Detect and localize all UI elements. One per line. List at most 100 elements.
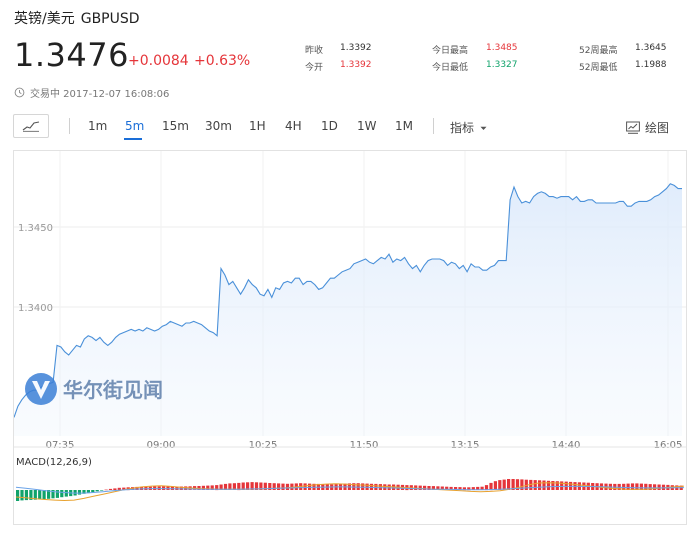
chart-toolbar: 1m 5m 15m 30m 1H 4H 1D 1W 1M 指标 绘图 — [13, 112, 687, 140]
indicator-label: 指标 — [450, 121, 475, 135]
price-area — [14, 183, 682, 436]
macd-bar — [476, 486, 480, 490]
macd-bar — [639, 483, 643, 490]
y-tick-label: 1.3450 — [18, 223, 53, 234]
macd-bar — [502, 479, 506, 490]
macd-bar — [560, 481, 564, 490]
period-30m[interactable]: 30m — [205, 119, 232, 133]
macd-bar — [308, 483, 312, 490]
stat-label: 今日最高 — [432, 46, 469, 56]
macd-bar — [263, 482, 267, 490]
indicator-dropdown[interactable]: 指标 — [450, 119, 487, 136]
clock-icon — [14, 87, 25, 98]
y-tick-label: 1.3400 — [18, 303, 53, 314]
instrument-name: 英镑/美元 — [14, 11, 75, 27]
macd-bar — [462, 487, 466, 491]
current-price: 1.3476 — [14, 36, 129, 74]
macd-bar — [661, 484, 666, 490]
macd-bar — [51, 490, 55, 499]
macd-bar — [197, 486, 201, 490]
trend-type-button[interactable] — [13, 114, 49, 138]
macd-dif-line — [15, 482, 685, 502]
macd-bar — [644, 483, 648, 490]
draw-button[interactable]: 绘图 — [626, 119, 669, 136]
macd-bar — [232, 483, 236, 490]
x-tick-label: 14:40 — [552, 440, 581, 451]
macd-bar — [498, 480, 502, 490]
active-period-indicator — [124, 138, 142, 140]
watermark-logo-mark — [32, 381, 50, 399]
macd-bar — [175, 486, 179, 490]
macd-bar — [20, 490, 24, 501]
draw-label: 绘图 — [644, 121, 669, 135]
macd-bar — [290, 483, 294, 490]
macd-bar — [277, 483, 281, 490]
macd-bar — [493, 481, 497, 490]
macd-bar — [268, 483, 272, 490]
macd-title: MACD(12,26,9) — [16, 457, 92, 468]
macd-bar — [427, 486, 431, 490]
x-tick-label: 13:15 — [451, 440, 480, 451]
macd-bar — [445, 486, 449, 490]
macd-bar — [201, 485, 205, 490]
macd-bar — [228, 483, 232, 490]
macd-bar — [100, 490, 104, 491]
stat-value: 1.1988 — [635, 60, 667, 70]
period-4h[interactable]: 4H — [285, 119, 302, 133]
price-chart[interactable]: 1.3400 1.3450 07:35 09:00 10:25 11:50 13:15 14… — [13, 151, 686, 524]
macd-bar — [524, 479, 528, 490]
macd-bar — [170, 486, 174, 490]
period-5m[interactable]: 5m — [125, 119, 145, 133]
macd-bar — [33, 490, 37, 500]
watermark-logo-icon — [25, 373, 57, 405]
stat-label: 今日最低 — [432, 63, 469, 73]
macd-bar — [47, 490, 51, 499]
macd-bar — [206, 485, 210, 490]
macd-bar — [533, 480, 537, 490]
macd-bar — [648, 484, 652, 490]
price-line — [13, 183, 682, 418]
macd-bar — [454, 487, 458, 490]
stat-value: 1.3327 — [486, 60, 518, 70]
macd-bar — [38, 490, 42, 500]
macd-bar — [515, 479, 520, 490]
macd-bar — [303, 483, 307, 490]
macd-bar — [86, 490, 90, 494]
macd-bar — [440, 486, 444, 490]
macd-bar — [418, 485, 422, 490]
macd-bar — [82, 490, 86, 494]
macd-bar — [108, 488, 113, 490]
macd-dea-line — [15, 485, 685, 494]
macd-bar — [246, 482, 250, 490]
macd-bar — [250, 482, 254, 490]
macd-bar — [436, 486, 440, 490]
macd-bar — [520, 479, 524, 490]
toolbar-divider — [433, 118, 434, 134]
period-1m[interactable]: 1m — [88, 119, 108, 133]
macd-bar — [254, 482, 259, 490]
x-tick-label: 11:50 — [350, 440, 379, 451]
macd-bar — [431, 486, 435, 490]
macd-bar — [467, 487, 471, 491]
macd-bar — [564, 481, 568, 490]
macd-bar — [95, 490, 99, 492]
macd-bar — [538, 480, 542, 490]
macd-bar — [489, 482, 493, 491]
macd-bar — [60, 490, 64, 498]
stat-value: 1.3392 — [340, 43, 372, 53]
period-1mo[interactable]: 1M — [395, 119, 413, 133]
period-1h[interactable]: 1H — [249, 119, 266, 133]
period-1w[interactable]: 1W — [357, 119, 377, 133]
macd-bar — [91, 490, 95, 493]
macd-bar — [135, 486, 139, 490]
macd-bar — [622, 483, 626, 490]
macd-bar — [210, 485, 214, 490]
chart-panel[interactable]: 1.3400 1.3450 07:35 09:00 10:25 11:50 13:15 14… — [13, 150, 687, 525]
macd-bar — [166, 486, 170, 490]
period-15m[interactable]: 15m — [162, 119, 189, 133]
period-1d[interactable]: 1D — [321, 119, 338, 133]
macd-bar — [356, 483, 360, 490]
macd-bar — [219, 484, 223, 490]
macd-bar — [24, 490, 28, 501]
macd-bar — [16, 490, 20, 501]
